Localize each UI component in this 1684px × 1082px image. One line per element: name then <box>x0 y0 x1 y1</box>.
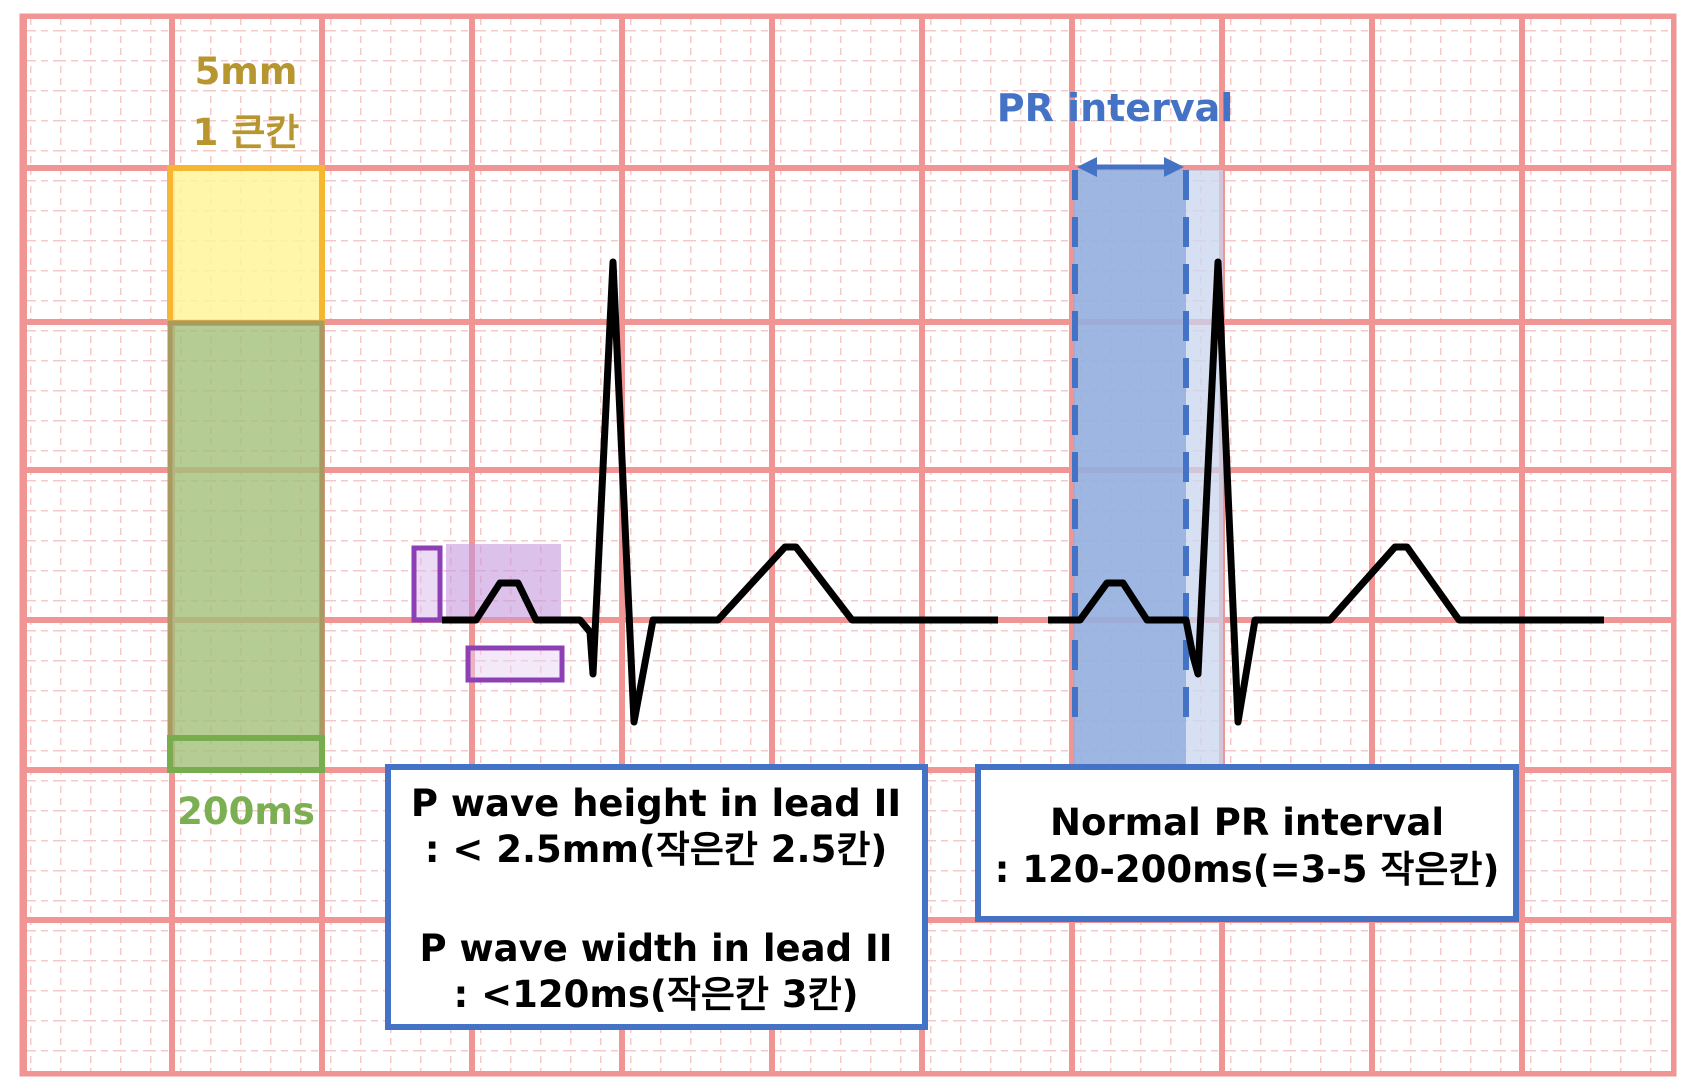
pr-criteria-box: Normal PR interval : 120-200ms(=3-5 작은칸) <box>975 764 1519 922</box>
pr-interval-highlight <box>1072 157 1223 770</box>
label-200ms: 200ms <box>177 790 315 833</box>
label-1-big-box: 1 큰칸 <box>193 111 300 154</box>
pr-arrowhead-right <box>1164 157 1184 177</box>
pr-arrowhead-left <box>1077 157 1097 177</box>
ecg-traces <box>442 258 1604 726</box>
pr-interval-title: PR interval <box>997 86 1234 130</box>
p-wave-width-marker <box>465 645 565 683</box>
p-wave-height-value: : < 2.5mm(작은칸 2.5칸) <box>425 828 888 871</box>
p-wave-criteria-border <box>385 764 928 1030</box>
p-wave-height-marker <box>411 545 443 623</box>
green-column <box>167 320 325 773</box>
pr-criteria-border <box>975 764 1519 922</box>
green-duration-box <box>167 735 325 773</box>
pr-criteria-value: : 120-200ms(=3-5 작은칸) <box>995 848 1500 891</box>
paper-border <box>19 13 1677 1077</box>
p-wave-width-value: : <120ms(작은칸 3칸) <box>453 973 858 1016</box>
pr-interval-shade <box>1073 170 1186 770</box>
calibration-box <box>167 165 325 773</box>
p-wave-criteria-box: P wave height in lead II : < 2.5mm(작은칸 2… <box>385 764 928 1030</box>
p-wave-height-title: P wave height in lead II <box>411 782 901 825</box>
label-5mm: 5mm <box>195 50 298 93</box>
ecg-trace-beat-1 <box>442 258 998 726</box>
pr-criteria-title: Normal PR interval <box>1050 801 1444 844</box>
ecg-trace-beat-2 <box>1048 258 1604 726</box>
yellow-box <box>167 165 325 326</box>
p-wave-width-title: P wave width in lead II <box>419 927 892 970</box>
